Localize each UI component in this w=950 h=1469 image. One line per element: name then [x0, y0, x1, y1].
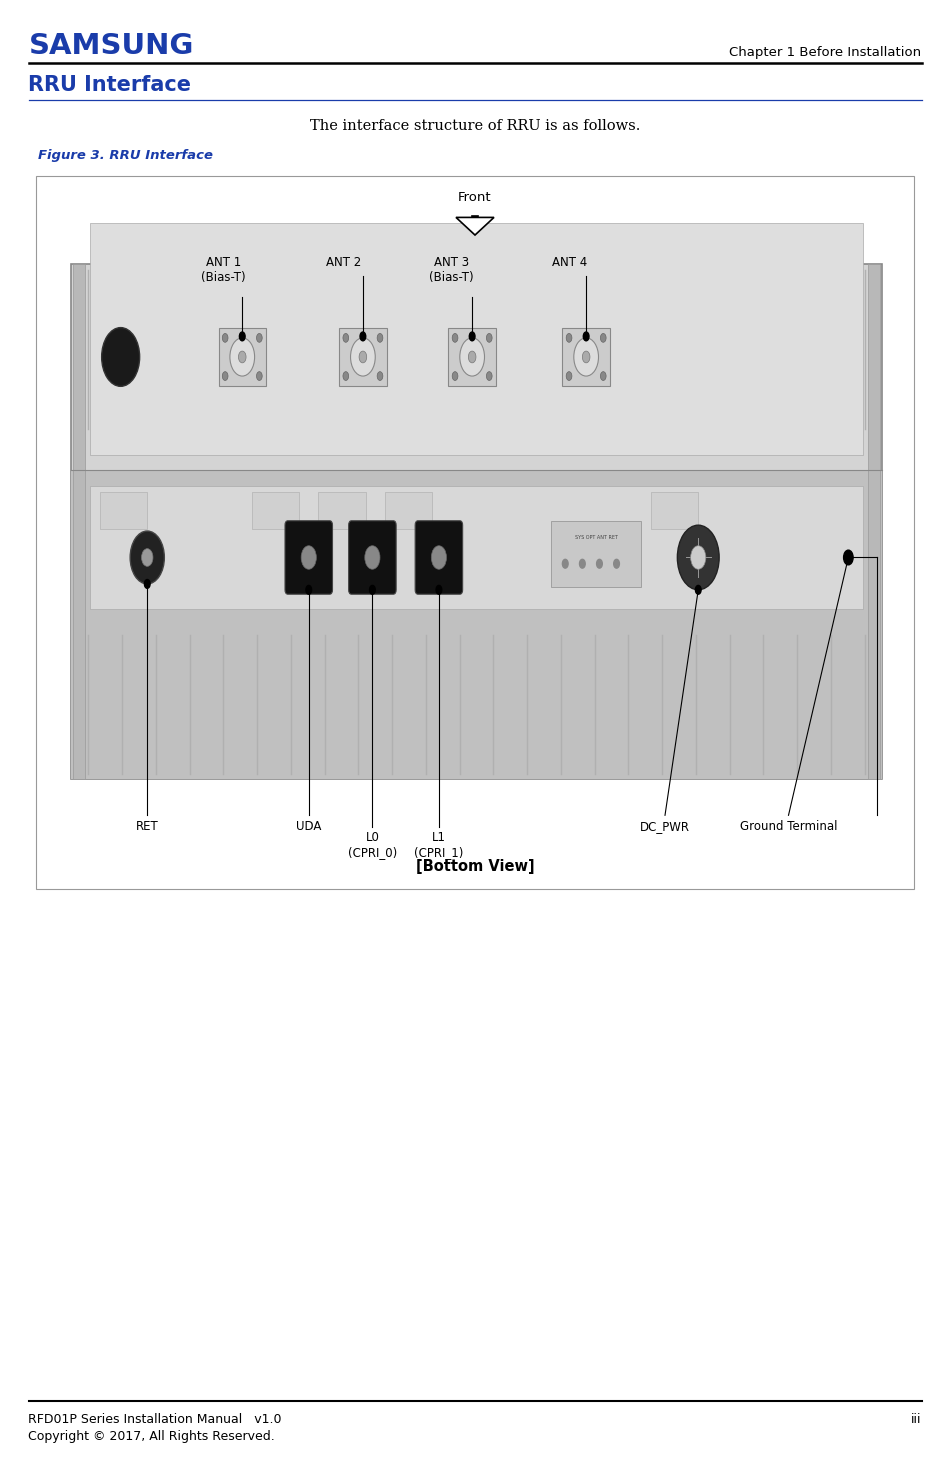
Text: DC_PWR: DC_PWR [640, 820, 690, 833]
Circle shape [452, 333, 458, 342]
Circle shape [846, 554, 851, 563]
Bar [318, 492, 366, 529]
Circle shape [695, 586, 701, 595]
Bar [90, 486, 863, 610]
Bar [551, 521, 641, 588]
Bar [218, 328, 266, 386]
Text: ANT 3
(Bias-T): ANT 3 (Bias-T) [429, 256, 473, 284]
Circle shape [102, 328, 140, 386]
Circle shape [343, 372, 349, 380]
Circle shape [142, 549, 153, 567]
Text: Figure 3. RRU Interface: Figure 3. RRU Interface [38, 150, 213, 162]
Circle shape [597, 560, 602, 569]
Circle shape [306, 586, 312, 595]
Circle shape [343, 333, 349, 342]
Circle shape [677, 526, 719, 591]
Text: ANT 4: ANT 4 [552, 256, 588, 269]
Circle shape [360, 332, 366, 341]
Circle shape [583, 332, 589, 341]
Text: RFD01P Series Installation Manual   v1.0: RFD01P Series Installation Manual v1.0 [28, 1413, 282, 1425]
Bar [71, 264, 882, 779]
Text: L0
(CPRI_0): L0 (CPRI_0) [348, 831, 397, 859]
Circle shape [230, 338, 255, 376]
Bar [71, 470, 882, 779]
Circle shape [256, 333, 262, 342]
Text: Copyright © 2017, All Rights Reserved.: Copyright © 2017, All Rights Reserved. [28, 1431, 276, 1443]
Text: Chapter 1 Before Installation: Chapter 1 Before Installation [730, 47, 922, 59]
Text: ANT 2: ANT 2 [326, 256, 362, 269]
Circle shape [370, 586, 375, 595]
Circle shape [486, 333, 492, 342]
Circle shape [469, 332, 475, 341]
Circle shape [582, 351, 590, 363]
Circle shape [256, 372, 262, 380]
Circle shape [359, 351, 367, 363]
Text: Front: Front [458, 191, 492, 204]
Circle shape [130, 532, 164, 585]
Circle shape [691, 546, 706, 570]
Circle shape [377, 372, 383, 380]
Circle shape [301, 546, 316, 570]
Circle shape [239, 332, 245, 341]
Circle shape [566, 333, 572, 342]
Text: Ground Terminal: Ground Terminal [740, 820, 837, 833]
Circle shape [222, 333, 228, 342]
Circle shape [436, 586, 442, 595]
FancyBboxPatch shape [415, 521, 463, 595]
Bar [471, 216, 478, 217]
Bar [339, 328, 387, 386]
Circle shape [452, 372, 458, 380]
Bar [90, 223, 863, 455]
Circle shape [431, 546, 446, 570]
Circle shape [468, 351, 476, 363]
Bar [252, 492, 299, 529]
Circle shape [377, 333, 383, 342]
Text: RRU Interface: RRU Interface [28, 75, 192, 95]
Circle shape [844, 551, 853, 566]
Bar [36, 176, 914, 889]
Text: L1
(CPRI_1): L1 (CPRI_1) [414, 831, 464, 859]
Circle shape [144, 580, 150, 589]
FancyBboxPatch shape [285, 521, 332, 595]
Bar [448, 328, 496, 386]
FancyBboxPatch shape [349, 521, 396, 595]
Circle shape [600, 333, 606, 342]
Bar [651, 492, 698, 529]
Text: SYS OPT ANT RET: SYS OPT ANT RET [575, 535, 618, 539]
Text: UDA: UDA [296, 820, 321, 833]
Circle shape [222, 372, 228, 380]
Polygon shape [456, 217, 494, 235]
Bar [868, 264, 880, 779]
Text: iii: iii [911, 1413, 922, 1425]
Circle shape [460, 338, 485, 376]
Circle shape [365, 546, 380, 570]
Circle shape [614, 560, 619, 569]
Circle shape [562, 560, 568, 569]
Circle shape [574, 338, 598, 376]
Text: SAMSUNG: SAMSUNG [28, 32, 194, 60]
Bar [385, 492, 432, 529]
Circle shape [486, 372, 492, 380]
Bar [562, 328, 610, 386]
Text: The interface structure of RRU is as follows.: The interface structure of RRU is as fol… [310, 119, 640, 134]
Circle shape [351, 338, 375, 376]
Circle shape [566, 372, 572, 380]
Text: [Bottom View]: [Bottom View] [416, 859, 534, 874]
Circle shape [238, 351, 246, 363]
Text: RET: RET [136, 820, 159, 833]
Bar [73, 264, 85, 779]
Circle shape [600, 372, 606, 380]
Bar [100, 492, 147, 529]
Text: ANT 1
(Bias-T): ANT 1 (Bias-T) [201, 256, 245, 284]
Circle shape [580, 560, 585, 569]
